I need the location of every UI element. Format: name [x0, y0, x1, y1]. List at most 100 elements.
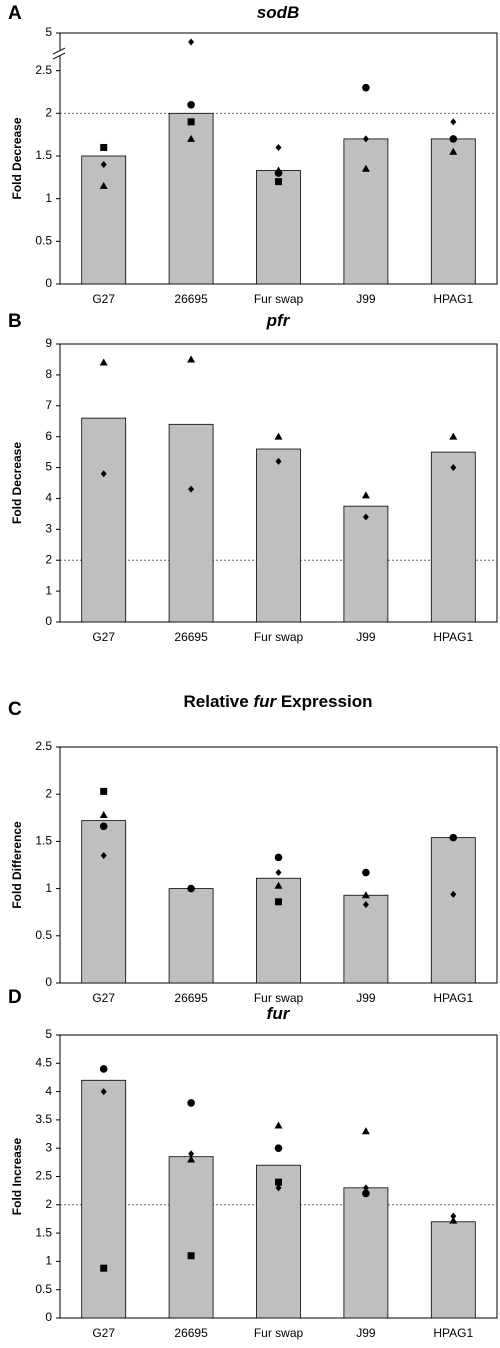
x-tick-label: G27	[92, 1326, 115, 1340]
point-diamond	[450, 464, 457, 472]
y-tick-label: 0	[45, 276, 52, 290]
y-tick-label: 1	[45, 1254, 52, 1268]
y-tick-label: 0	[45, 614, 52, 628]
bar	[256, 170, 301, 285]
y-tick-label: 1.5	[35, 148, 52, 162]
point-circle	[99, 822, 108, 831]
point-triangle	[361, 164, 370, 172]
point-triangle	[274, 432, 283, 440]
x-tick-label: 26695	[174, 1326, 208, 1340]
bar	[343, 138, 389, 285]
point-circle	[187, 884, 195, 893]
bar	[430, 837, 476, 984]
point-square	[275, 1178, 282, 1186]
point-diamond	[362, 1184, 369, 1192]
bar	[430, 138, 476, 285]
y-tick-label: 1.5	[35, 834, 52, 848]
y-tick-label: 4.5	[35, 1055, 52, 1069]
y-tick-label: 0.5	[35, 928, 52, 942]
x-tick-label: G27	[92, 292, 115, 306]
point-triangle	[274, 881, 283, 889]
point-square	[100, 1264, 108, 1272]
bar	[343, 505, 389, 623]
title-part: pfr	[266, 311, 291, 330]
y-tick-label: 9	[45, 336, 52, 350]
chart-title: sodB	[257, 3, 300, 22]
point-diamond	[188, 38, 195, 46]
point-triangle	[274, 1121, 283, 1129]
y-tick-label: 2	[45, 105, 52, 119]
bar	[430, 1221, 476, 1319]
point-circle	[274, 853, 283, 862]
y-tick-label: 3	[45, 522, 52, 536]
panel-letter: D	[8, 987, 22, 1008]
x-tick-label: Fur swap	[254, 1326, 304, 1340]
y-axis-label: Fold Decrease	[10, 442, 24, 524]
point-diamond	[188, 485, 195, 493]
point-triangle	[274, 166, 283, 174]
title-part: fur	[253, 692, 277, 711]
bar	[168, 888, 214, 984]
point-square	[275, 178, 282, 186]
point-diamond	[362, 513, 369, 521]
point-triangle	[361, 491, 370, 499]
y-tick-label: 5	[45, 460, 52, 474]
y-axis-label: Fold Difference	[10, 821, 24, 909]
point-circle	[99, 1065, 108, 1073]
x-tick-label: 26695	[174, 292, 208, 306]
point-triangle	[449, 1216, 458, 1224]
point-triangle	[187, 134, 196, 142]
y-tick-label: 5	[45, 1027, 52, 1041]
title-part: fur	[267, 1004, 291, 1023]
point-diamond	[100, 1088, 107, 1096]
chart-title: fur	[267, 1004, 291, 1023]
bar	[81, 155, 127, 285]
y-tick-label: 3	[45, 1140, 52, 1154]
point-triangle	[99, 181, 108, 189]
bar	[256, 877, 301, 984]
x-tick-label: J99	[356, 991, 376, 1005]
point-diamond	[275, 1184, 282, 1192]
point-diamond	[275, 457, 282, 465]
point-triangle	[361, 891, 370, 899]
point-circle	[362, 1189, 370, 1198]
y-tick-label: 7	[45, 398, 52, 412]
x-tick-label: 26695	[174, 630, 208, 644]
x-tick-label: HPAG1	[433, 991, 473, 1005]
point-diamond	[362, 135, 369, 143]
point-diamond	[275, 143, 282, 151]
y-tick-label: 1	[45, 881, 52, 895]
point-circle	[187, 1099, 195, 1107]
x-tick-label: G27	[92, 991, 115, 1005]
point-circle	[449, 135, 458, 143]
y-tick-label: 3.5	[35, 1112, 52, 1126]
y-tick-label: 2	[45, 1197, 52, 1211]
y-tick-label: 0.5	[35, 234, 52, 248]
y-tick-label: 1	[45, 191, 52, 205]
bar	[343, 894, 389, 984]
y-tick-label: 4	[45, 1084, 52, 1098]
y-tick-label: 2.5	[35, 63, 52, 77]
x-tick-label: 26695	[174, 991, 208, 1005]
x-tick-label: J99	[356, 630, 376, 644]
bar	[81, 1079, 127, 1319]
bar	[168, 1156, 214, 1319]
x-tick-label: G27	[92, 630, 115, 644]
x-tick-label: HPAG1	[433, 292, 473, 306]
y-tick-label: 1	[45, 583, 52, 597]
point-circle	[362, 868, 370, 877]
point-diamond	[362, 901, 369, 909]
point-diamond	[100, 161, 107, 169]
point-diamond	[100, 852, 107, 860]
point-diamond	[450, 1212, 457, 1220]
x-tick-label: HPAG1	[433, 1326, 473, 1340]
point-circle	[449, 833, 458, 842]
y-tick-label: 0.5	[35, 1282, 52, 1296]
y-tick-label: 5	[45, 25, 52, 39]
point-triangle	[449, 432, 458, 440]
title-part: Relative	[184, 692, 254, 711]
bar	[81, 417, 127, 623]
y-tick-label: 0	[45, 1310, 52, 1324]
title-part: sodB	[257, 3, 300, 22]
